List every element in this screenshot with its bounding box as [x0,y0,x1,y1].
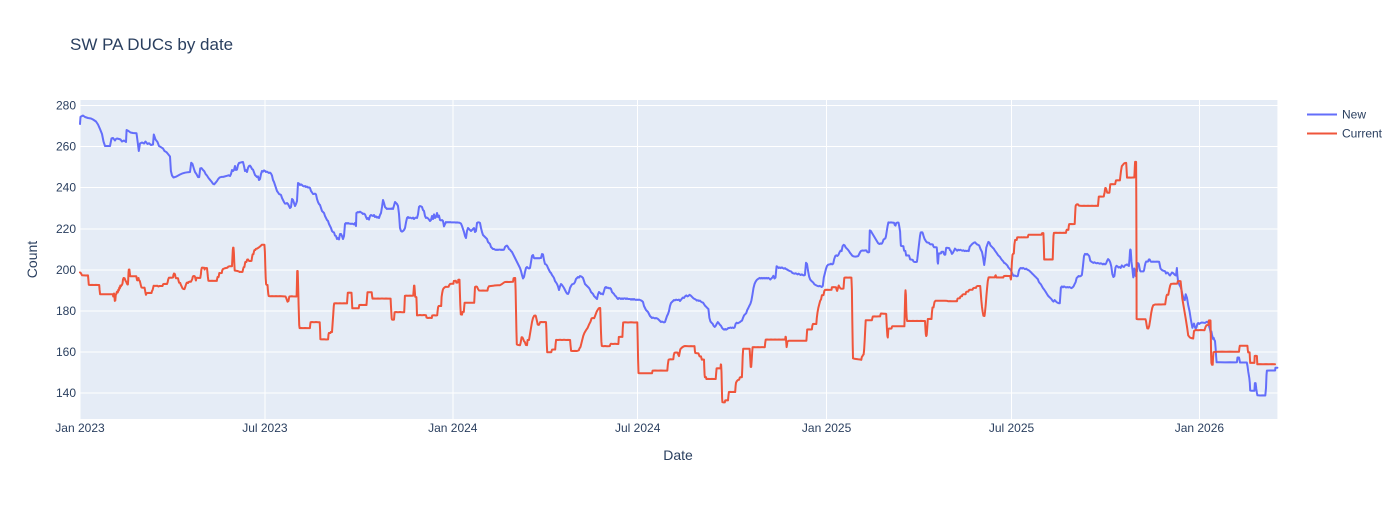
svg-text:Jul 2024: Jul 2024 [615,421,661,435]
svg-text:Jan 2023: Jan 2023 [55,421,105,435]
svg-text:240: 240 [56,181,76,195]
svg-text:Date: Date [663,447,693,463]
svg-text:Jan 2026: Jan 2026 [1175,421,1225,435]
svg-text:Count: Count [24,241,40,278]
svg-text:New: New [1342,108,1366,122]
svg-text:220: 220 [56,222,76,236]
svg-text:Current: Current [1342,127,1383,141]
svg-text:Jul 2025: Jul 2025 [989,421,1035,435]
svg-text:Jul 2023: Jul 2023 [242,421,288,435]
svg-text:280: 280 [56,99,76,113]
svg-text:140: 140 [56,386,76,400]
svg-text:260: 260 [56,140,76,154]
svg-text:160: 160 [56,345,76,359]
svg-text:180: 180 [56,304,76,318]
svg-text:Jan 2025: Jan 2025 [802,421,852,435]
svg-text:SW PA DUCs by date: SW PA DUCs by date [70,35,233,54]
svg-text:200: 200 [56,263,76,277]
svg-text:Jan 2024: Jan 2024 [428,421,478,435]
